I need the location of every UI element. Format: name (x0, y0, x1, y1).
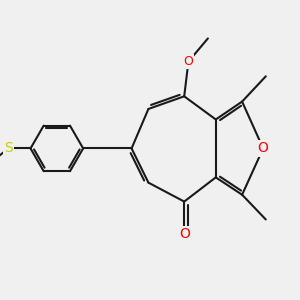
Text: O: O (258, 141, 268, 155)
Text: O: O (184, 55, 194, 68)
Text: O: O (179, 227, 190, 241)
Text: S: S (4, 141, 13, 155)
